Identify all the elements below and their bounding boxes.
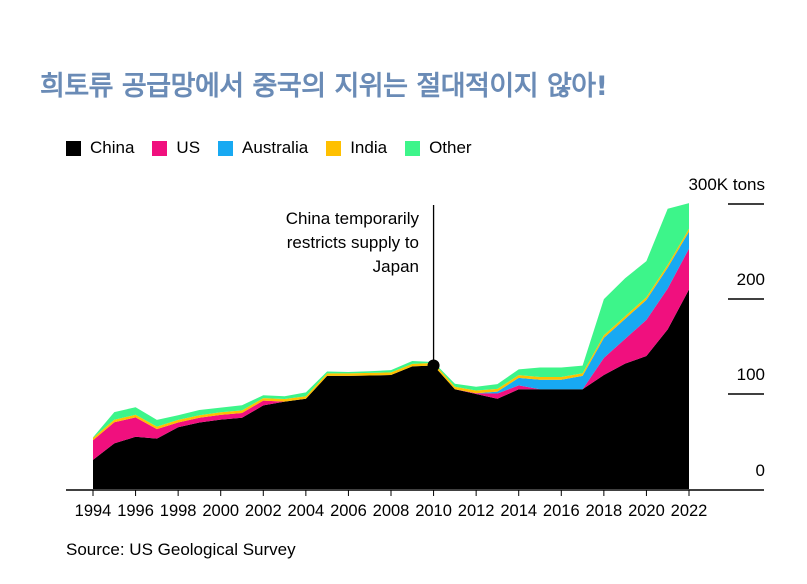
x-tick-label-2002: 2002: [245, 502, 282, 520]
x-tick-label-2006: 2006: [330, 502, 367, 520]
y-tick-label-200000: 200: [737, 270, 765, 289]
y-tick-label-300000: 300K tons: [688, 175, 765, 194]
x-tick-label-1996: 1996: [117, 502, 154, 520]
legend-item-australia: Australia: [218, 138, 308, 158]
x-tick-label-2000: 2000: [202, 502, 239, 520]
x-tick-label-1998: 1998: [160, 502, 197, 520]
legend-swatch-us: [152, 140, 168, 156]
y-tick-label-0: 0: [756, 461, 765, 480]
annotation-dot: [427, 359, 440, 372]
legend-swatch-china: [66, 140, 81, 156]
legend-label-other: Other: [429, 138, 472, 157]
legend-item-other: Other: [405, 138, 472, 158]
annotation-text-line-1: China temporarily: [286, 209, 420, 228]
chart-title: 희토류 공급망에서 중국의 지위는 절대적이지 않아!: [40, 71, 608, 102]
x-tick-label-2010: 2010: [415, 502, 452, 520]
source-note: Source: US Geological Survey: [66, 540, 296, 559]
legend-item-china: China: [66, 138, 134, 158]
x-tick-label-2012: 2012: [458, 502, 495, 520]
legend-label-china: China: [90, 138, 135, 157]
x-tick-label-2004: 2004: [287, 502, 324, 520]
legend-label-us: US: [176, 138, 201, 157]
x-tick-label-2018: 2018: [585, 502, 622, 520]
legend-swatch-other: [405, 140, 421, 156]
area-china: [93, 289, 689, 489]
area-australia: [93, 231, 689, 441]
x-tick-label-2016: 2016: [543, 502, 580, 520]
x-tick-label-2022: 2022: [671, 502, 708, 520]
legend-swatch-india: [326, 140, 342, 156]
y-tick-label-100000: 100: [737, 365, 765, 384]
legend-label-india: India: [350, 138, 388, 157]
annotation-text-line-2: restricts supply to: [287, 233, 419, 252]
legend-swatch-australia: [218, 140, 234, 156]
legend: China US Australia India Other: [66, 138, 472, 158]
x-tick-label-2020: 2020: [628, 502, 665, 520]
x-tick-label-2008: 2008: [373, 502, 410, 520]
annotation-text-line-3: Japan: [373, 257, 419, 276]
legend-label-australia: Australia: [242, 138, 309, 157]
x-tick-label-2014: 2014: [500, 502, 537, 520]
x-tick-label-1994: 1994: [75, 502, 112, 520]
legend-item-india: India: [326, 138, 387, 158]
legend-item-us: US: [152, 138, 200, 158]
